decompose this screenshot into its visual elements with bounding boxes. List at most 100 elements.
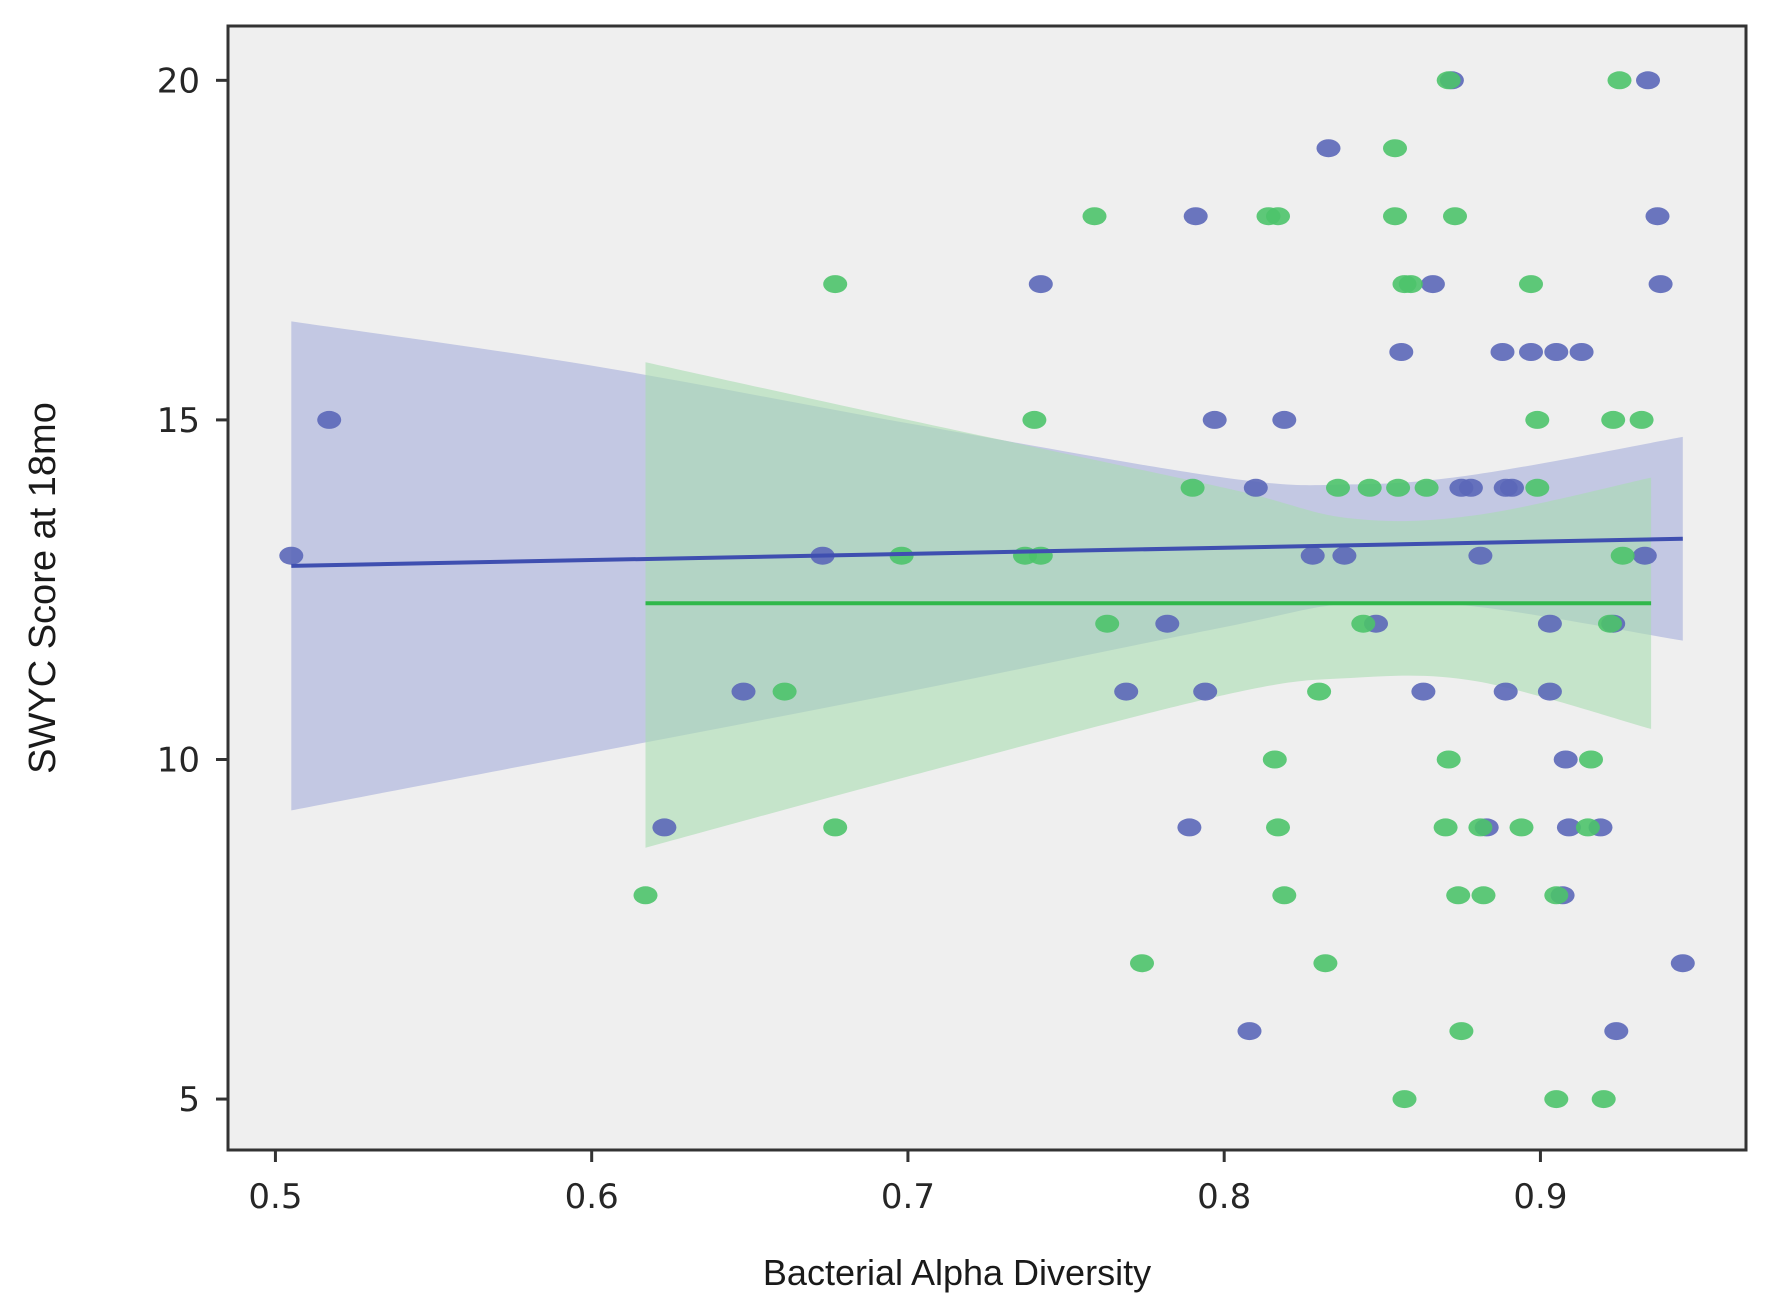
data-point-green: [1509, 818, 1534, 837]
data-point-blue: [1632, 546, 1657, 565]
data-point-green: [1610, 546, 1635, 565]
data-point-green: [823, 275, 848, 294]
data-point-blue: [1243, 478, 1268, 497]
data-point-blue: [1500, 478, 1524, 497]
data-point-green: [633, 886, 658, 905]
data-point-blue: [1332, 546, 1357, 565]
data-point-green: [1383, 207, 1407, 226]
data-point-green: [1383, 139, 1407, 158]
data-point-blue: [1670, 954, 1695, 973]
y-axis-title: SWYC Score at 18mo: [22, 402, 64, 774]
data-point-green: [1468, 818, 1493, 837]
x-axis: 0.5 0.6 0.7 0.8 0.9: [248, 1150, 1567, 1217]
data-point-green: [1629, 410, 1654, 429]
data-point-green: [1386, 478, 1411, 497]
data-point-green: [1519, 275, 1543, 294]
x-tick-label: 0.9: [1513, 1177, 1567, 1217]
y-tick-label: 15: [157, 401, 200, 441]
data-point-green: [1095, 614, 1120, 633]
data-point-blue: [1183, 207, 1208, 226]
data-point-green: [772, 682, 797, 701]
data-point-green: [1436, 750, 1461, 769]
data-point-blue: [1177, 818, 1202, 837]
y-tick-label: 5: [178, 1080, 200, 1120]
data-point-blue: [1493, 682, 1518, 701]
data-point-blue: [652, 818, 677, 837]
data-point-green: [1414, 478, 1439, 497]
data-point-blue: [1458, 478, 1483, 497]
data-point-green: [1272, 886, 1297, 905]
data-point-blue: [1389, 343, 1414, 361]
data-point-blue: [1604, 1022, 1629, 1041]
data-point-green: [1443, 207, 1467, 226]
y-tick-label: 10: [157, 740, 200, 780]
plot-frame: [226, 24, 1748, 1152]
data-point-green: [1357, 478, 1382, 497]
data-point-green: [1351, 614, 1376, 633]
x-tick-label: 0.5: [248, 1177, 302, 1217]
data-point-green: [1180, 478, 1205, 497]
data-point-green: [1601, 410, 1626, 429]
data-point-blue: [1202, 410, 1227, 429]
y-axis: 5 10 15 20: [157, 61, 228, 1120]
fit-line-blue: [291, 536, 1683, 568]
data-point-blue: [1237, 1022, 1262, 1041]
data-point-green: [1022, 410, 1047, 429]
data-point-blue: [1556, 818, 1581, 837]
data-point-blue: [1490, 343, 1515, 361]
data-point-blue: [1569, 343, 1594, 361]
data-point-green: [1449, 1022, 1474, 1041]
x-tick-label: 0.7: [881, 1177, 935, 1217]
data-point-green: [1326, 478, 1350, 497]
data-point-blue: [1028, 275, 1053, 294]
data-point-blue: [1645, 207, 1670, 226]
data-point-blue: [1537, 614, 1562, 633]
data-point-blue: [1468, 546, 1493, 565]
data-point-green: [1525, 478, 1550, 497]
data-point-green: [1591, 1090, 1616, 1109]
data-point-green: [1130, 954, 1154, 973]
data-point-blue: [1316, 139, 1341, 158]
data-point-blue: [1272, 410, 1297, 429]
x-tick-label: 0.6: [565, 1177, 619, 1217]
data-point-blue: [1411, 682, 1436, 701]
data-point-green: [1607, 71, 1632, 90]
data-point-green: [823, 818, 848, 837]
data-point-blue: [731, 682, 756, 701]
data-point-blue: [1537, 682, 1562, 701]
data-point-blue: [317, 410, 342, 429]
data-point-blue: [1544, 343, 1569, 361]
data-point-green: [1598, 614, 1622, 633]
x-tick-label: 0.8: [1197, 1177, 1251, 1217]
data-point-green: [1266, 818, 1290, 837]
data-point-blue: [1519, 343, 1543, 361]
data-point-green: [1392, 1090, 1417, 1109]
data-point-green: [1544, 886, 1569, 905]
data-point-blue: [1300, 546, 1325, 565]
data-point-green: [1436, 71, 1461, 90]
data-point-blue: [1155, 614, 1180, 633]
data-point-blue: [1114, 682, 1139, 701]
data-point-green: [1525, 410, 1550, 429]
data-point-blue: [1648, 275, 1673, 294]
data-point-green: [1266, 207, 1290, 226]
fit-lines: [291, 536, 1683, 606]
x-axis-title: Bacterial Alpha Diversity: [763, 1252, 1151, 1293]
data-point-green: [1082, 207, 1107, 226]
data-point-green: [1575, 818, 1600, 837]
data-point-green: [1398, 275, 1423, 294]
data-points: [279, 71, 1695, 1109]
data-point-green: [1446, 886, 1471, 905]
data-point-blue: [279, 546, 304, 565]
data-point-blue: [1553, 750, 1578, 769]
data-point-green: [1579, 750, 1603, 769]
data-point-green: [1262, 750, 1287, 769]
data-point-green: [1471, 886, 1496, 905]
data-point-green: [1313, 954, 1338, 973]
data-point-green: [1433, 818, 1458, 837]
data-point-green: [1544, 1090, 1569, 1109]
data-point-blue: [1636, 71, 1660, 90]
y-tick-label: 20: [157, 61, 200, 101]
